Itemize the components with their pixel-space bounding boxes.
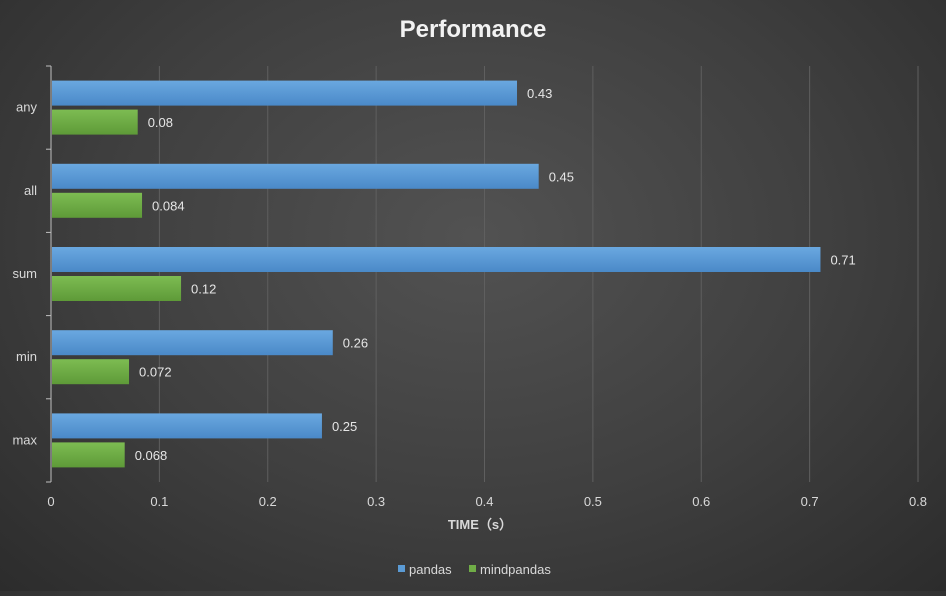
grid-lines: [158, 66, 919, 482]
data-label: 0.08: [148, 115, 173, 130]
bar-mindpandas: [52, 359, 130, 385]
bar-pandas: [52, 330, 333, 356]
x-tick-label: 0.3: [367, 494, 385, 509]
data-label: 0.068: [135, 448, 168, 463]
legend-label: pandas: [409, 562, 452, 577]
bars: [52, 80, 821, 468]
x-tick-label: 0: [47, 494, 54, 509]
x-tick-label: 0.7: [801, 494, 819, 509]
legend: pandas mindpandas: [398, 562, 551, 577]
category-label: max: [12, 432, 37, 447]
x-tick-label: 0.2: [259, 494, 277, 509]
bar-pandas: [52, 247, 821, 272]
data-label: 0.45: [549, 169, 574, 184]
x-tick-label: 0.1: [150, 494, 168, 509]
bar-pandas: [52, 413, 322, 439]
category-label: any: [16, 100, 37, 115]
bar-mindpandas: [52, 109, 138, 135]
category-label: all: [24, 183, 37, 198]
bar-pandas: [52, 163, 539, 189]
axes: 0 0.1 0.2 0.3 0.4 0.5 0.6 0.7 0.8 any all sum min max: [12, 65, 927, 509]
data-label: 0.26: [343, 336, 368, 351]
data-label: 0.12: [191, 282, 216, 297]
x-tick-label: 0.4: [475, 494, 493, 509]
legend-swatch-mindpandas: [469, 565, 476, 572]
x-tick-label: 0.8: [909, 494, 927, 509]
data-label: 0.71: [830, 253, 855, 268]
legend-swatch-pandas: [398, 565, 405, 572]
bar-mindpandas: [52, 192, 143, 218]
bar-pandas: [52, 80, 518, 106]
x-tick-label: 0.5: [584, 494, 602, 509]
data-label: 0.072: [139, 365, 172, 380]
x-axis-title: TIME（s）: [448, 517, 512, 532]
bar-mindpandas: [52, 276, 182, 301]
chart-title: Performance: [400, 16, 547, 43]
category-label: sum: [12, 266, 37, 281]
data-label: 0.084: [152, 198, 185, 213]
category-label: min: [16, 349, 37, 364]
bar-mindpandas: [52, 442, 125, 468]
data-labels: 0.43 0.08 0.45 0.084 0.71 0.12 0.26 0.072 0.25 0.…: [135, 86, 856, 463]
x-tick-label: 0.6: [692, 494, 710, 509]
data-label: 0.25: [332, 419, 357, 434]
legend-label: mindpandas: [480, 562, 551, 577]
data-label: 0.43: [527, 86, 552, 101]
